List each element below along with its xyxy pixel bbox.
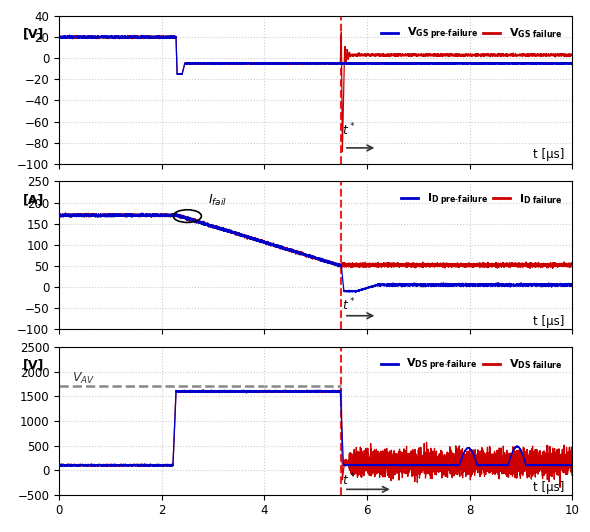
Text: [V]: [V] xyxy=(23,359,44,372)
Text: $I_{fail}$: $I_{fail}$ xyxy=(208,193,227,207)
Text: [A]: [A] xyxy=(23,193,44,206)
Text: t [μs]: t [μs] xyxy=(533,481,565,494)
Text: $V_{AV}$: $V_{AV}$ xyxy=(72,371,95,386)
Text: $t^*$: $t^*$ xyxy=(342,471,356,488)
Text: t [μs]: t [μs] xyxy=(533,147,565,161)
Legend: $\mathbf{V}_{\mathbf{DS\ pre\text{-}failure}}$, $\mathbf{V}_{\mathbf{DS\ failure: $\mathbf{V}_{\mathbf{DS\ pre\text{-}fail… xyxy=(376,353,567,378)
Text: $t^*$: $t^*$ xyxy=(342,122,356,138)
Text: [V]: [V] xyxy=(23,28,44,41)
Legend: $\mathbf{I}_{\mathbf{D\ pre\text{-}failure}}$, $\mathbf{I}_{\mathbf{D\ failure}}: $\mathbf{I}_{\mathbf{D\ pre\text{-}failu… xyxy=(396,187,567,212)
Text: $t^*$: $t^*$ xyxy=(342,297,356,313)
Legend: $\mathbf{V}_{\mathbf{GS\ pre\text{-}failure}}$, $\mathbf{V}_{\mathbf{GS\ failure: $\mathbf{V}_{\mathbf{GS\ pre\text{-}fail… xyxy=(376,21,567,47)
Text: t [μs]: t [μs] xyxy=(533,315,565,328)
